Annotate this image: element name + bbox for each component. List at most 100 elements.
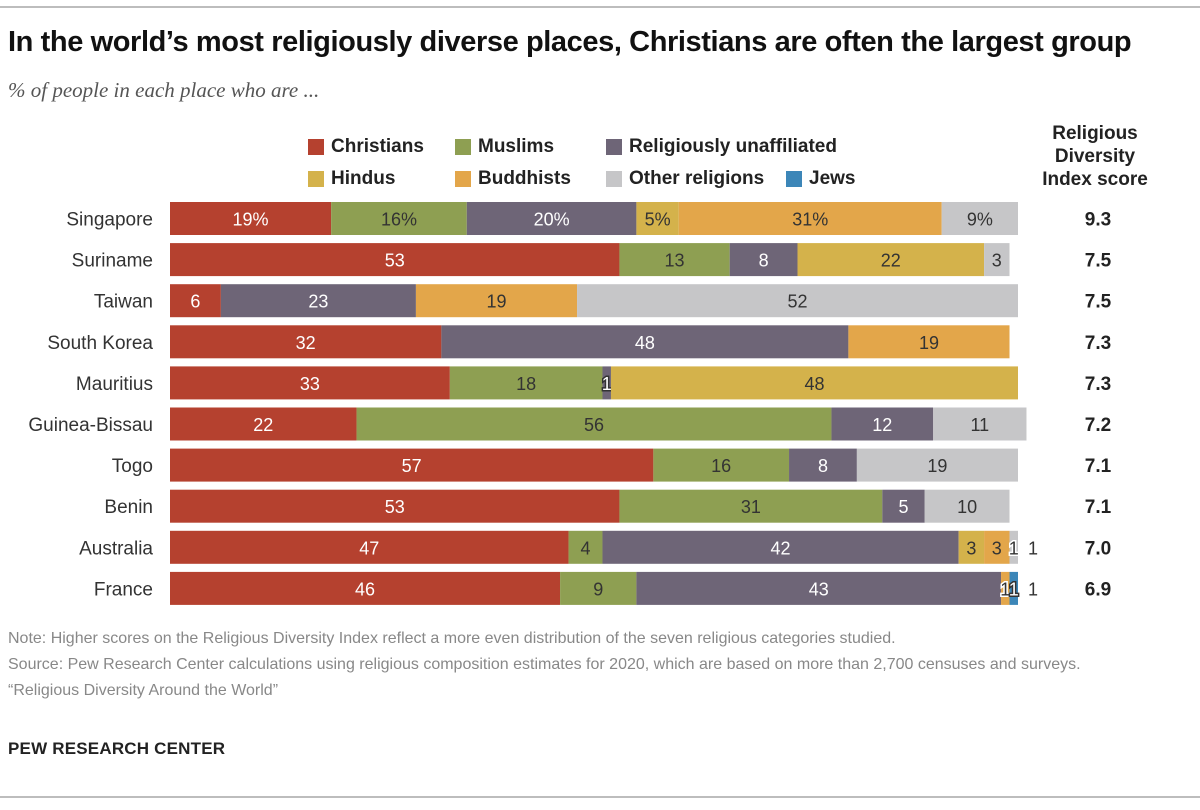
report-title: “Religious Diversity Around the World”	[8, 682, 279, 699]
legend-label: Religiously unaffiliated	[629, 136, 837, 157]
bar-segment	[984, 243, 1010, 277]
bar-segment	[619, 243, 730, 277]
legend-label: Jews	[809, 168, 856, 189]
data-label: 47	[359, 538, 379, 558]
bar-segment	[170, 243, 620, 277]
diversity-index-value: 7.5	[1085, 251, 1112, 272]
data-label: 52	[788, 292, 808, 312]
category-label: Guinea-Bissau	[28, 415, 153, 436]
legend-item-unaffiliated: Religiously unaffiliated	[606, 136, 837, 158]
bar-segment	[568, 530, 603, 564]
legend: Christians Muslims Religiously unaffilia…	[308, 136, 868, 196]
data-label: 1	[1009, 579, 1019, 599]
data-label: 48	[804, 374, 824, 394]
bar-segment	[170, 325, 442, 359]
category-label: Taiwan	[94, 292, 153, 313]
bar-segment	[882, 489, 925, 523]
category-label: South Korea	[47, 333, 153, 354]
diversity-index-value: 7.5	[1085, 292, 1112, 313]
bar-segment	[577, 284, 1018, 318]
data-label: 5	[899, 497, 909, 517]
legend-swatch-buddhists	[455, 171, 471, 187]
source-text: Source: Pew Research Center calculations…	[8, 656, 1081, 673]
bar-segment	[449, 366, 603, 400]
bar-segment	[653, 448, 790, 482]
data-label: 22	[881, 251, 901, 271]
bar-segment	[170, 489, 620, 523]
legend-swatch-other	[606, 171, 622, 187]
data-label: 8	[818, 456, 828, 476]
category-label: Australia	[79, 538, 153, 559]
diversity-index-value: 7.3	[1085, 333, 1111, 354]
bar-segment	[958, 530, 985, 564]
bar-segment	[619, 489, 883, 523]
data-label: 3	[992, 251, 1002, 271]
bar-segment	[170, 366, 450, 400]
bar-segment	[924, 489, 1010, 523]
bar-segment	[610, 366, 1018, 400]
legend-label: Buddhists	[478, 168, 571, 189]
data-label: 48	[635, 333, 655, 353]
legend-item-hindus: Hindus	[308, 168, 395, 190]
legend-label: Other religions	[629, 168, 765, 189]
bar-segment	[1001, 571, 1010, 605]
diversity-index-value: 9.3	[1085, 210, 1111, 231]
data-label: 33	[300, 374, 320, 394]
bar-segment	[441, 325, 849, 359]
outside-data-label: 1	[1028, 579, 1038, 599]
bar-segment	[220, 284, 416, 318]
data-label: 5%	[645, 210, 671, 230]
diversity-index-value: 7.2	[1085, 415, 1111, 436]
bar-segment	[984, 530, 1010, 564]
bar-segment	[1009, 530, 1018, 564]
data-label: 11	[970, 415, 989, 435]
legend-swatch-christians	[308, 139, 324, 155]
data-label: 19	[486, 292, 506, 312]
data-label: 4	[581, 538, 591, 558]
bar-segment	[729, 243, 798, 277]
legend-item-other: Other religions	[606, 168, 764, 190]
legend-swatch-muslims	[455, 139, 471, 155]
data-label: 12	[872, 415, 892, 435]
bar-segment	[797, 243, 985, 277]
bar-segment	[636, 571, 1002, 605]
data-label: 1	[1000, 579, 1010, 599]
bar-segment	[602, 530, 959, 564]
bar-segment	[789, 448, 857, 482]
data-label: 53	[385, 251, 405, 271]
data-label: 3	[966, 538, 976, 558]
data-label: 8	[759, 251, 769, 271]
bar-segment	[848, 325, 1010, 359]
data-label: 9	[593, 579, 603, 599]
diversity-index-value: 7.1	[1085, 456, 1112, 477]
data-label: 18	[516, 374, 536, 394]
legend-label: Hindus	[331, 168, 396, 189]
category-label: Mauritius	[76, 374, 153, 395]
legend-swatch-unaffiliated	[606, 139, 622, 155]
bar-segment	[602, 366, 611, 400]
diversity-index-value: 7.1	[1085, 497, 1112, 518]
bar-segment	[170, 407, 357, 441]
top-rule	[0, 6, 1200, 8]
data-label: 43	[809, 579, 829, 599]
category-label: Benin	[104, 497, 153, 518]
bar-segment	[170, 284, 221, 318]
category-label: France	[94, 579, 153, 600]
data-label: 9%	[967, 210, 993, 230]
bar-segment	[466, 202, 637, 235]
note-text: Note: Higher scores on the Religious Div…	[8, 630, 896, 647]
data-label: 1	[602, 374, 612, 394]
data-label: 13	[665, 251, 685, 271]
footnotes: Note: Higher scores on the Religious Div…	[8, 626, 1188, 704]
bar-segment	[415, 284, 578, 318]
data-label: 20%	[534, 210, 570, 230]
bar-segment	[831, 407, 934, 441]
data-label: 56	[584, 415, 604, 435]
data-label: 23	[308, 292, 328, 312]
data-label: 46	[355, 579, 375, 599]
category-label: Togo	[112, 456, 153, 477]
chart-subtitle: % of people in each place who are ...	[8, 78, 320, 102]
legend-swatch-jews	[786, 171, 802, 187]
bar-segment	[560, 571, 637, 605]
